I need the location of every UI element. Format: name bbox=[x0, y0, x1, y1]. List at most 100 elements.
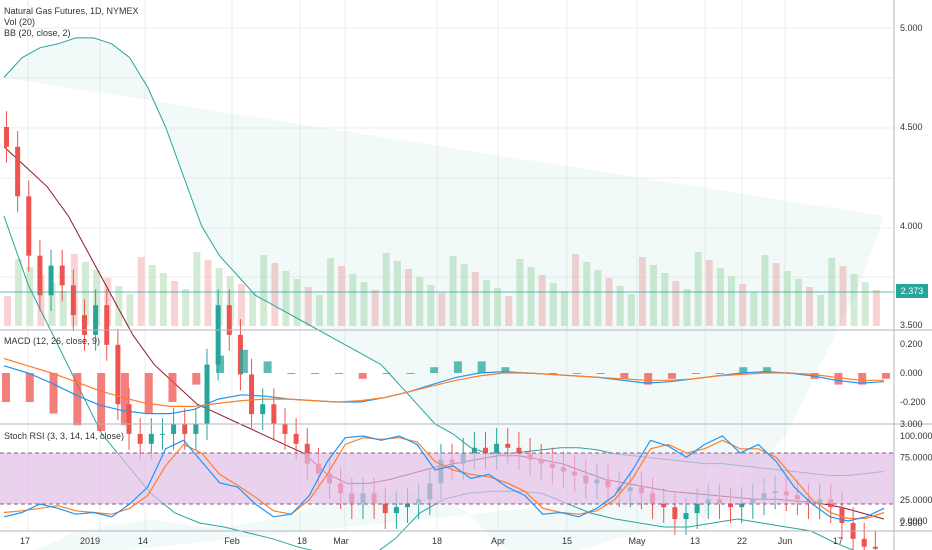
price-tick-label: 2.500 bbox=[900, 518, 923, 528]
volume-bar bbox=[772, 263, 780, 326]
macd-tick-label: 0.000 bbox=[900, 368, 923, 378]
volume-bar bbox=[360, 282, 368, 326]
candle-body bbox=[26, 196, 32, 256]
macd-histogram-bar bbox=[263, 361, 272, 373]
candle-body bbox=[516, 447, 522, 454]
volume-indicator-label[interactable]: Vol (20) bbox=[4, 17, 36, 27]
time-tick-label: 17 bbox=[833, 536, 843, 546]
volume-bar bbox=[516, 259, 524, 326]
macd-histogram-bar bbox=[358, 373, 367, 379]
time-tick-label: 2019 bbox=[80, 536, 100, 546]
bollinger-indicator-label[interactable]: BB (20, close, 2) bbox=[4, 28, 71, 38]
volume-bar bbox=[59, 291, 67, 326]
volume-bar bbox=[37, 275, 45, 326]
stoch-tick-label: 100.0000 bbox=[900, 431, 932, 441]
candle-body bbox=[159, 433, 165, 435]
macd-histogram-bar bbox=[858, 373, 867, 385]
time-axis[interactable]: 17 2019 14 Feb 18 Mar 18 Apr 15 May 13 22 Jun 17 bbox=[20, 536, 843, 546]
volume-bar bbox=[249, 292, 257, 326]
macd-histogram-bar bbox=[2, 373, 10, 402]
price-tick-label: 3.500 bbox=[900, 320, 923, 330]
candle-body bbox=[494, 443, 500, 454]
symbol-title[interactable]: Natural Gas Futures, 1D, NYMEX bbox=[4, 6, 139, 16]
candle-body bbox=[249, 374, 255, 415]
candle-body bbox=[126, 404, 132, 434]
macd-histogram-bar bbox=[739, 367, 748, 373]
macd-histogram-bar bbox=[596, 373, 605, 374]
time-tick-label: 18 bbox=[297, 536, 307, 546]
candle-body bbox=[282, 424, 288, 434]
volume-bar bbox=[182, 289, 190, 326]
stoch-tick-label: 25.0000 bbox=[900, 495, 932, 505]
volume-bar bbox=[237, 284, 245, 326]
volume-bar bbox=[527, 267, 535, 326]
macd-indicator-label[interactable]: MACD (12, 26, close, 9) bbox=[4, 336, 101, 346]
candle-body bbox=[48, 265, 54, 296]
volume-bar bbox=[193, 252, 201, 326]
volume-bar bbox=[471, 272, 479, 326]
candle-body bbox=[293, 433, 299, 444]
macd-histogram-bar bbox=[97, 373, 106, 431]
macd-histogram-bar bbox=[120, 373, 129, 426]
stoch-indicator-label[interactable]: Stoch RSI (3, 3, 14, 14, close) bbox=[4, 431, 125, 441]
volume-bar bbox=[839, 266, 847, 326]
volume-bar bbox=[460, 264, 468, 326]
volume-bar bbox=[81, 262, 89, 326]
candle-body bbox=[872, 546, 878, 549]
candle-body bbox=[505, 443, 511, 448]
candle-body bbox=[171, 424, 177, 434]
macd-pane bbox=[2, 349, 890, 431]
candle-body bbox=[260, 404, 266, 415]
macd-histogram-bar bbox=[477, 361, 486, 373]
macd-histogram-bar bbox=[763, 367, 772, 373]
macd-histogram-bar bbox=[667, 373, 676, 379]
volume-bar bbox=[226, 276, 234, 326]
macd-histogram-bar bbox=[644, 373, 653, 385]
time-tick-label: Feb bbox=[224, 536, 240, 546]
volume-bar bbox=[349, 274, 357, 326]
volume-bar bbox=[204, 260, 212, 326]
volume-bar bbox=[538, 275, 546, 326]
volume-bar bbox=[15, 259, 23, 326]
volume-bar bbox=[694, 252, 702, 326]
volume-bar bbox=[338, 266, 346, 326]
macd-histogram-bar bbox=[620, 373, 629, 379]
macd-histogram-bar bbox=[311, 373, 320, 374]
stoch-tick-label: 75.0000 bbox=[900, 452, 932, 462]
signal-line bbox=[3, 357, 884, 407]
volume-bar bbox=[783, 271, 791, 326]
volume-bar bbox=[650, 265, 658, 326]
macd-axis[interactable]: 0.200 0.000 -0.200 bbox=[900, 339, 926, 407]
candle-body bbox=[382, 503, 388, 514]
macd-histogram-bar bbox=[430, 367, 439, 373]
volume-bar bbox=[171, 281, 179, 326]
macd-histogram-bar bbox=[25, 373, 34, 402]
volume-bar bbox=[661, 273, 669, 326]
volume-bar bbox=[549, 283, 557, 326]
price-tick-label: 4.500 bbox=[900, 122, 923, 132]
candle-body bbox=[482, 447, 488, 454]
macd-line bbox=[3, 365, 885, 415]
volume-bar bbox=[716, 268, 724, 326]
volume-bar bbox=[271, 263, 279, 326]
time-tick-label: 17 bbox=[20, 536, 30, 546]
price-tick-label: 3.000 bbox=[900, 419, 923, 429]
stoch-axis[interactable]: 100.0000 75.0000 25.0000 0.0000 bbox=[900, 431, 932, 526]
volume-bar bbox=[594, 270, 602, 326]
macd-histogram-bar bbox=[882, 373, 890, 379]
candle-body bbox=[193, 424, 199, 434]
macd-histogram-bar bbox=[216, 355, 225, 373]
volume-bar bbox=[115, 286, 123, 326]
volume-bar bbox=[126, 294, 134, 326]
price-axis[interactable]: 5.000 4.500 4.000 3.500 3.000 2.500 bbox=[900, 23, 923, 528]
macd-histogram-bar bbox=[49, 373, 58, 414]
volume-bar bbox=[260, 255, 268, 326]
volume-bar bbox=[215, 268, 223, 326]
macd-histogram-bar bbox=[334, 373, 343, 374]
volume-bar bbox=[583, 262, 591, 326]
stoch-tick-label: 0.0000 bbox=[900, 516, 928, 526]
chart-legend: Natural Gas Futures, 1D, NYMEX Vol (20) … bbox=[4, 6, 139, 39]
macd-histogram-bar bbox=[691, 373, 700, 374]
time-tick-label: 18 bbox=[432, 536, 442, 546]
